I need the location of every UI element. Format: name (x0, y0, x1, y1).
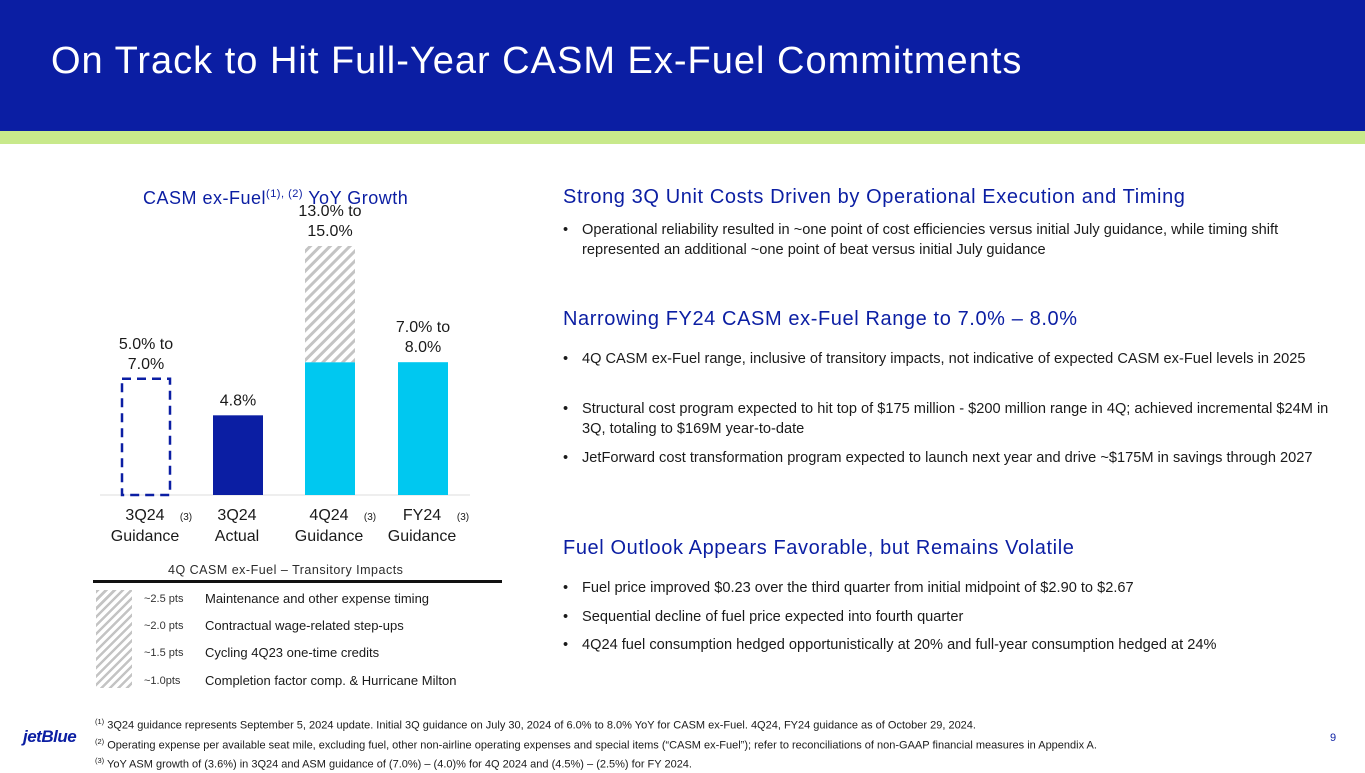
chart-title-footnote: (1), (2) (266, 188, 304, 200)
bullet-item: • Operational reliability resulted in ~on… (563, 220, 1333, 260)
section-heading-fy24-range: Narrowing FY24 CASM ex-Fuel Range to 7.0… (563, 308, 1078, 330)
footnote-mark: (3) (95, 756, 105, 766)
data-label: 13.0% to (298, 203, 361, 220)
footnote-text: 3Q24 guidance represents September 5, 20… (104, 719, 976, 732)
bullet-text: JetForward cost transformation program e… (582, 450, 1313, 466)
impact-points: ~2.0 pts (144, 620, 184, 632)
bullet-dot: • (563, 401, 569, 417)
impact-points: ~2.5 pts (144, 593, 184, 605)
bullet-dot: • (563, 609, 569, 625)
chart-title-suffix: YoY Growth (303, 188, 409, 208)
bullet-item: • 4Q CASM ex-Fuel range, inclusive of tra… (563, 349, 1333, 369)
bullet-item: • Sequential decline of fuel price expect… (563, 607, 1333, 627)
bullet-dot: • (563, 450, 569, 466)
chart-title-prefix: CASM ex-Fuel (143, 188, 267, 208)
bullet-item: • Fuel price improved $0.23 over the thir… (563, 578, 1333, 598)
bar-4q24-guidance-base (305, 362, 355, 495)
impact-description: Maintenance and other expense timing (205, 591, 430, 606)
bar-3q24-guidance (120, 377, 172, 497)
bullet-dot: • (563, 580, 569, 596)
bullet-dot: • (563, 222, 569, 238)
x-tick-label: 3Q24 (217, 507, 256, 524)
impact-description: Completion factor comp. & Hurricane Milt… (205, 673, 457, 688)
page-number: 9 (1330, 732, 1337, 744)
data-label: 8.0% (405, 339, 441, 356)
section-heading-unit-costs: Strong 3Q Unit Costs Driven by Operation… (563, 186, 1186, 208)
footnote-text: Operating expense per available seat mil… (104, 739, 1097, 752)
chart-title: CASM ex-Fuel(1), (2) YoY Growth (143, 188, 408, 209)
bullet-item: • Structural cost program expected to hit… (563, 399, 1333, 439)
footnote: (3) YoY ASM growth of (3.6%) in 3Q24 and… (95, 753, 1295, 773)
page-title: On Track to Hit Full-Year CASM Ex-Fuel C… (51, 40, 1023, 82)
bullet-dot: • (563, 637, 569, 653)
impacts-title: 4Q CASM ex-Fuel – Transitory Impacts (168, 563, 404, 577)
bar-fy24-guidance (398, 362, 448, 495)
x-tick-footnote: (3) (457, 512, 469, 523)
impacts-divider (93, 580, 502, 583)
bar-4q24-guidance-transitory (305, 246, 355, 363)
bar-3q24-actual (213, 415, 263, 495)
x-tick-label: 4Q24 (309, 507, 348, 524)
footnote-mark: (2) (95, 736, 105, 746)
footnotes: (1) 3Q24 guidance represents September 5… (95, 714, 1295, 773)
casm-bar-chart: 5.0% to 7.0% 4.8% 13.0% to 15.0% 7.0% to 8.0% 3… (100, 203, 470, 545)
bullet-item: • JetForward cost transformation program … (563, 448, 1333, 468)
data-label: 5.0% to (119, 336, 173, 353)
bullet-text: Operational reliability resulted in ~one… (582, 222, 1279, 258)
bullet-text: 4Q24 fuel consumption hedged opportunist… (582, 637, 1217, 653)
impact-points: ~1.0pts (144, 675, 181, 687)
x-tick-footnote: (3) (364, 512, 376, 523)
bullet-text: Fuel price improved $0.23 over the third… (582, 580, 1134, 596)
data-label: 15.0% (307, 223, 352, 240)
jetblue-logo: jetBlue (23, 727, 77, 746)
x-tick-label: 3Q24 (125, 507, 164, 524)
data-label: 7.0% to (396, 319, 450, 336)
header-accent-stripe (0, 131, 1365, 144)
impact-description: Contractual wage-related step-ups (205, 618, 404, 633)
data-label: 4.8% (220, 392, 256, 409)
section-heading-fuel-outlook: Fuel Outlook Appears Favorable, but Rema… (563, 537, 1075, 559)
impacts-hatch-swatch (96, 590, 132, 688)
footnote-text: YoY ASM growth of (3.6%) in 3Q24 and ASM… (104, 758, 692, 771)
bullet-item: • 4Q24 fuel consumption hedged opportunis… (563, 635, 1333, 655)
footnote-mark: (1) (95, 717, 105, 726)
x-tick-label: Guidance (111, 528, 180, 545)
impact-points: ~1.5 pts (144, 647, 184, 659)
x-tick-label: Actual (215, 528, 259, 545)
x-tick-label: FY24 (403, 507, 441, 524)
bullet-text: Structural cost program expected to hit … (582, 401, 1329, 437)
footnote: (1) 3Q24 guidance represents September 5… (95, 714, 1295, 734)
bullet-text: 4Q CASM ex-Fuel range, inclusive of tran… (582, 351, 1306, 367)
bullet-dot: • (563, 351, 569, 367)
header-banner (0, 0, 1365, 131)
data-label: 7.0% (128, 356, 164, 373)
footnote: (2) Operating expense per available seat… (95, 734, 1295, 754)
x-tick-footnote: (3) (180, 512, 192, 523)
impact-description: Cycling 4Q23 one-time credits (205, 645, 380, 660)
x-tick-label: Guidance (295, 528, 364, 545)
bullet-text: Sequential decline of fuel price expecte… (582, 609, 964, 625)
x-tick-label: Guidance (388, 528, 457, 545)
